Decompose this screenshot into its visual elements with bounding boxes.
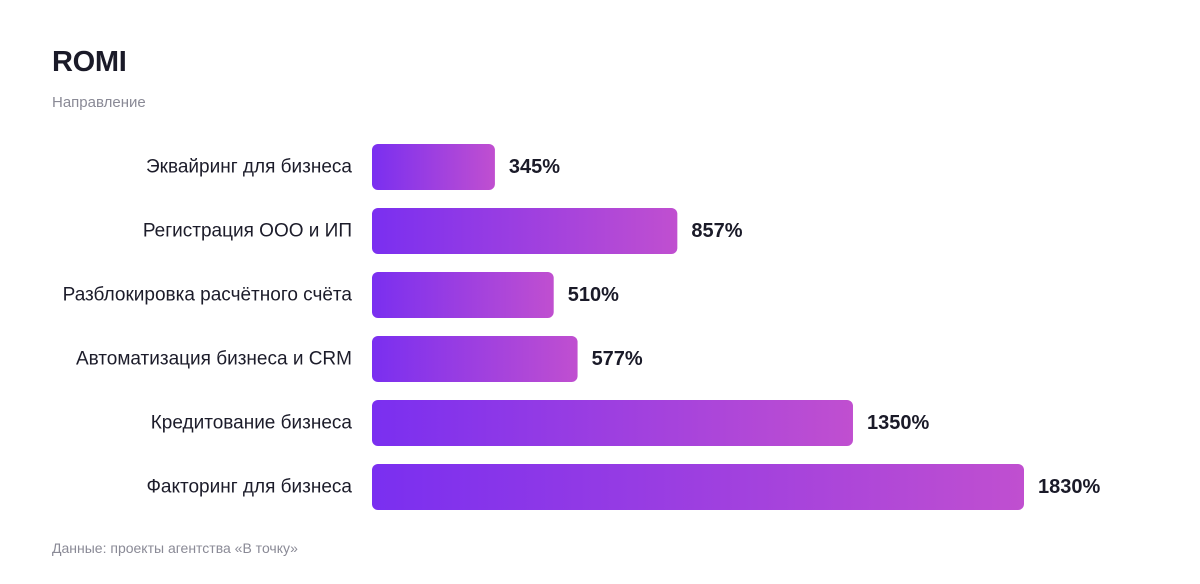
bar [372, 400, 853, 446]
bar [372, 144, 495, 190]
category-label: Автоматизация бизнеса и CRM [76, 349, 352, 370]
data-source-note: Данные: проекты агентства «В точку» [52, 540, 298, 556]
bar [372, 336, 578, 382]
bar-row: Кредитование бизнеса 1350% [151, 400, 929, 446]
bar [372, 272, 554, 318]
category-label: Разблокировка расчётного счёта [63, 285, 353, 306]
chart-subtitle: Направление [52, 94, 146, 111]
value-label: 1830% [1038, 476, 1100, 498]
category-label: Факторинг для бизнеса [146, 477, 352, 498]
bar [372, 464, 1024, 510]
bar [372, 208, 678, 254]
bar-row: Разблокировка расчётного счёта 510% [63, 272, 619, 318]
value-label: 857% [691, 220, 742, 242]
category-label: Регистрация ООО и ИП [143, 221, 352, 242]
bar-row: Факторинг для бизнеса 1830% [146, 464, 1100, 510]
value-label: 510% [568, 284, 619, 306]
bar-row: Автоматизация бизнеса и CRM 577% [76, 336, 643, 382]
bar-row: Эквайринг для бизнеса 345% [146, 144, 560, 190]
value-label: 1350% [867, 412, 929, 434]
bars-group: Эквайринг для бизнеса 345% Регистрация ООО… [63, 144, 1100, 510]
value-label: 345% [509, 156, 560, 178]
chart-title: ROMI [52, 46, 127, 78]
value-label: 577% [592, 348, 643, 370]
category-label: Кредитование бизнеса [151, 413, 353, 434]
category-label: Эквайринг для бизнеса [146, 157, 352, 178]
bar-row: Регистрация ООО и ИП 857% [143, 208, 743, 254]
